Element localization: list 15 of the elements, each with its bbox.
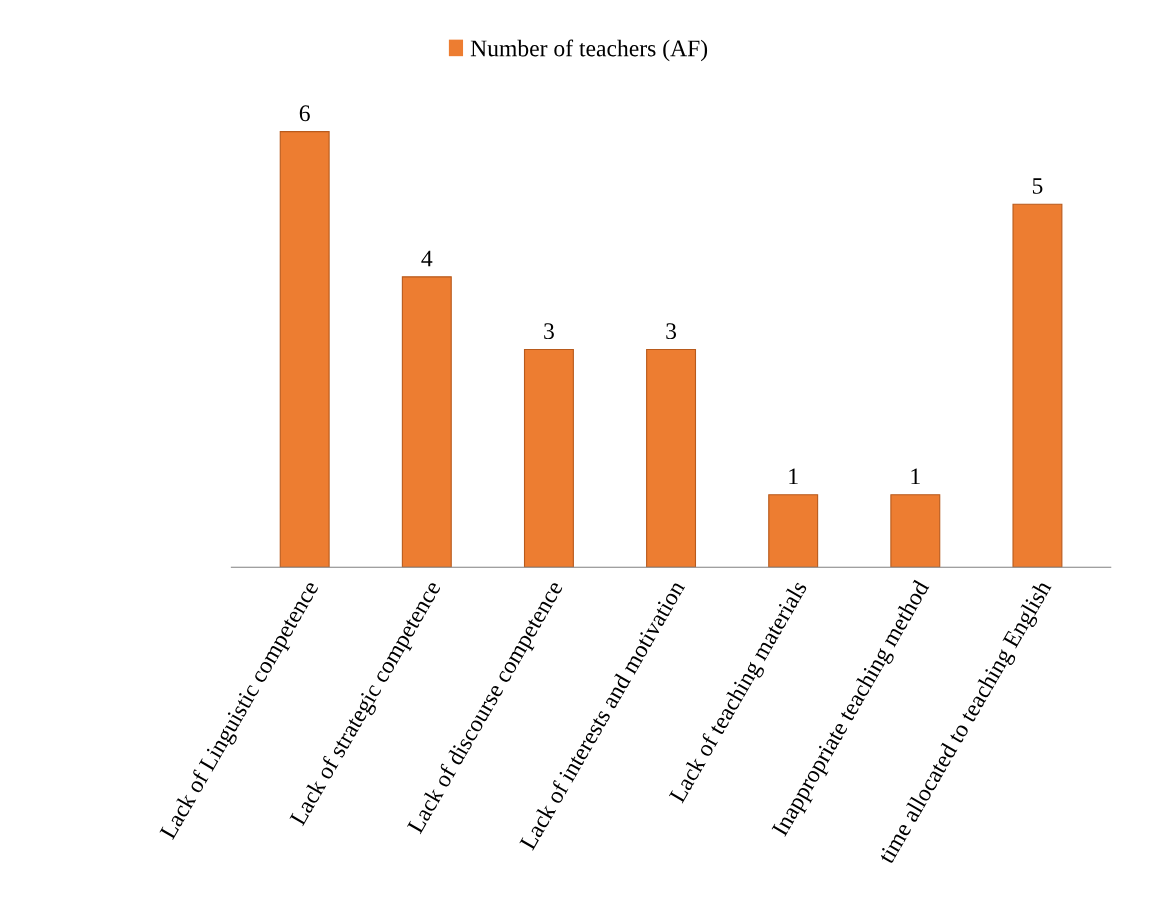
legend-label: Number of teachers (AF) xyxy=(470,39,708,62)
bar xyxy=(1012,203,1063,568)
bar xyxy=(279,131,330,568)
bar xyxy=(646,348,697,568)
data-label: 6 xyxy=(299,105,310,122)
data-label: 3 xyxy=(544,323,554,340)
data-label: 4 xyxy=(421,250,433,267)
bar xyxy=(523,348,574,568)
data-label: 3 xyxy=(666,323,677,340)
bar xyxy=(401,276,452,568)
bar xyxy=(890,494,941,568)
bar xyxy=(768,494,819,568)
data-label: 1 xyxy=(911,468,920,485)
data-label: 5 xyxy=(1032,178,1043,194)
data-label: 1 xyxy=(789,468,798,485)
